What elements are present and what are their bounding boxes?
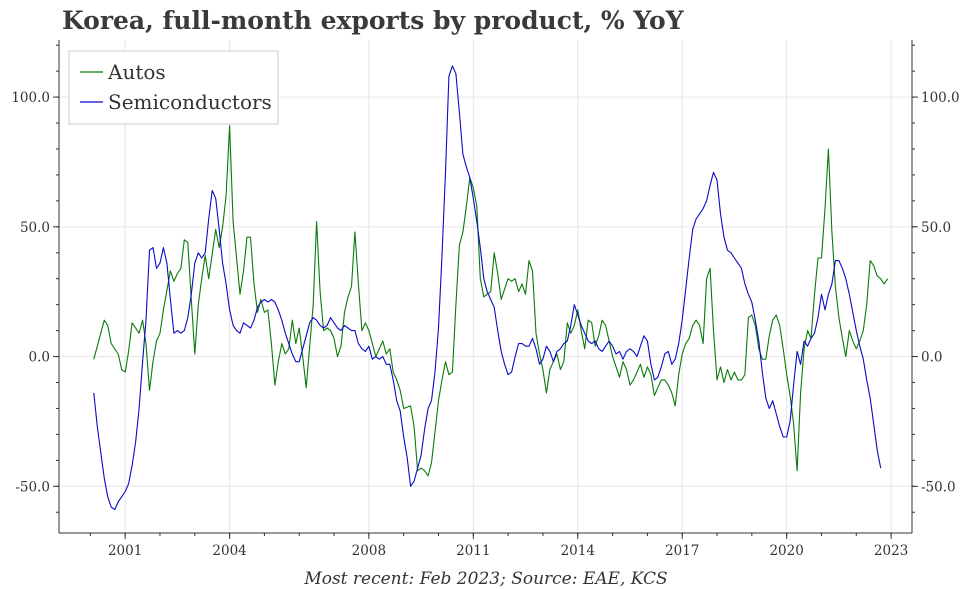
series-lines [93, 65, 889, 511]
x-tick-label: 2001 [108, 543, 142, 559]
y-tick-label-left: 100.0 [11, 90, 50, 106]
y-tick-label-right: 0.0 [921, 350, 942, 366]
chart-title: Korea, full-month exports by product, % … [62, 6, 684, 35]
y-tick-label-left: 0.0 [29, 350, 50, 366]
y-tick-label-left: 50.0 [20, 220, 50, 236]
x-tick-label: 2004 [212, 543, 246, 559]
series-line-semiconductors [93, 65, 882, 511]
x-tick-label: 2023 [874, 543, 908, 559]
y-tick-label-right: 50.0 [921, 220, 951, 236]
legend-label-semiconductors: Semiconductors [108, 90, 272, 114]
axes: 2001 2004 2008 2011 2014 2017 2020 2023 -50.0 -50… [11, 40, 960, 559]
y-tick-label-right: -50.0 [921, 479, 956, 495]
x-tick-label: 2017 [665, 543, 699, 559]
legend: Autos Semiconductors [68, 50, 279, 125]
y-tick-label-left: -50.0 [15, 479, 50, 495]
chart-caption: Most recent: Feb 2023; Source: EAE, KCS [303, 569, 667, 589]
legend-box [68, 50, 279, 125]
x-tick-label: 2020 [769, 543, 803, 559]
legend-label-autos: Autos [107, 60, 166, 84]
x-tick-label: 2008 [352, 543, 386, 559]
grid-lines [59, 40, 912, 533]
x-tick-label: 2011 [456, 543, 490, 559]
y-tick-label-right: 100.0 [921, 90, 960, 106]
x-tick-label: 2014 [561, 543, 595, 559]
